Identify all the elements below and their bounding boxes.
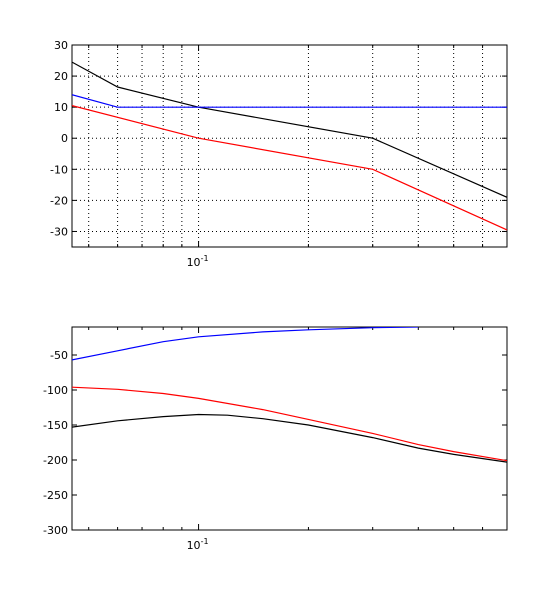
phase-axes: -50 -100 -150 -200 -250 -300 10-1 bbox=[43, 326, 508, 552]
y-tick-label: 30 bbox=[54, 39, 68, 52]
series-line-2 bbox=[72, 105, 507, 231]
y-tick-label: -50 bbox=[50, 349, 68, 362]
y-tick-label: -30 bbox=[50, 225, 68, 238]
series-line-1 bbox=[72, 386, 507, 462]
magnitude-axes: 30 20 10 0 -10 -20 -30 10-1 bbox=[50, 39, 508, 269]
series-line-1 bbox=[72, 94, 507, 108]
series-line-2 bbox=[72, 413, 507, 463]
y-tick-label: -100 bbox=[43, 384, 68, 397]
x-tick-label: 10-1 bbox=[187, 537, 209, 552]
plot-frame bbox=[71, 44, 508, 248]
y-tick-label: 0 bbox=[61, 132, 68, 145]
y-tick-label: -200 bbox=[43, 454, 68, 467]
y-tick-label: -150 bbox=[43, 419, 68, 432]
x-tick-label: 10-1 bbox=[187, 254, 209, 269]
y-tick-label: 10 bbox=[54, 101, 68, 114]
y-tick-label: -10 bbox=[50, 163, 68, 176]
y-tick-label: 20 bbox=[54, 70, 68, 83]
series-line-0 bbox=[72, 327, 419, 361]
y-tick-label: -20 bbox=[50, 194, 68, 207]
plot-frame bbox=[71, 326, 508, 531]
y-tick-label: -250 bbox=[43, 489, 68, 502]
y-tick-label: -300 bbox=[43, 524, 68, 537]
